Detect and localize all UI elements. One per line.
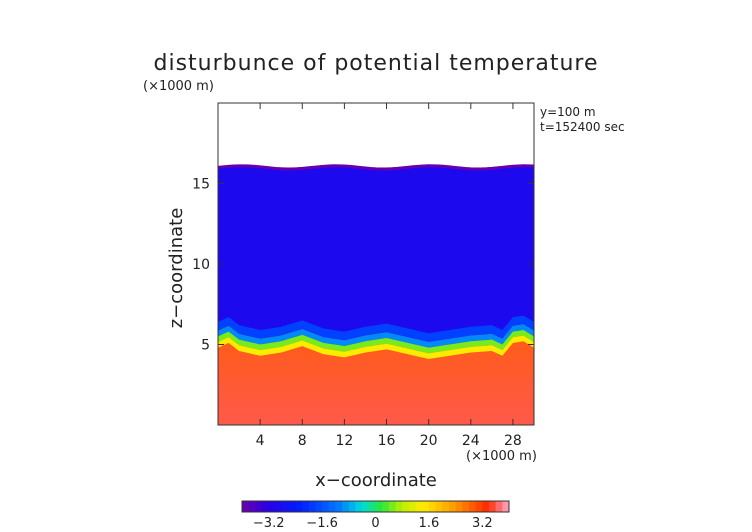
y-tick-label: 5 [201,338,210,354]
colorbar-swatch [482,501,490,512]
colorbar-swatch [435,501,443,512]
colorbar: −3.2 −1.6 0 1.6 3.2 [241,500,510,531]
colorbar-swatch [455,501,463,512]
colorbar-swatch [362,501,370,512]
colorbar-swatch [395,501,403,512]
colorbar-swatch [262,501,270,512]
colorbar-swatch [382,501,390,512]
cold-layer [218,165,534,339]
y-tick-label: 10 [192,257,210,273]
annotation-time: t=152400 sec [540,120,625,134]
colorbar-swatch [368,501,376,512]
colorbar-swatch [302,501,310,512]
colorbar-tick-label: −1.6 [306,516,338,531]
colorbar-tick-label: −3.2 [253,516,285,531]
colorbar-swatch [355,501,363,512]
colorbar-swatch [388,501,397,512]
colorbar-swatch [428,501,437,512]
y-axis-label: z−coordinate [166,208,187,329]
y-axis: 5 10 15 [192,177,534,354]
colorbar-swatch [342,501,350,512]
x-axis-label: x−coordinate [315,470,437,491]
colorbar-tick-label: 3.2 [472,516,493,531]
colorbar-swatch [322,501,330,512]
colorbar-swatch [448,501,457,512]
colorbar-swatch [295,501,303,512]
colorbar-swatch [495,501,503,512]
colorbar-swatch [275,501,283,512]
colorbar-swatch [328,501,336,512]
x-tick-label: 24 [462,433,480,449]
transition-layer-3 [218,330,534,354]
colorbar-swatch [502,501,510,512]
colorbar-swatch [475,501,483,512]
annotation-y: y=100 m [540,105,596,119]
colorbar-swatch [255,501,263,512]
y-axis-unit: (×1000 m) [143,79,214,94]
x-tick-label: 20 [420,433,438,449]
chart-title: disturbunce of potential temperature [154,51,599,76]
x-tick-label: 28 [504,433,522,449]
x-axis: 4 8 12 16 20 24 28 [256,103,522,449]
colorbar-swatch [248,501,256,512]
colorbar-swatch [402,501,410,512]
x-axis-unit: (×1000 m) [466,449,537,464]
colorbar-tick-label: 1.6 [419,516,440,531]
heatmap-field [218,164,534,425]
colorbar-swatch [335,501,343,512]
top-boundary-line [218,164,534,171]
transition-layer-2 [218,324,534,348]
x-tick-label: 12 [335,433,353,449]
colorbar-swatch [308,501,316,512]
transition-layer-4 [218,335,534,359]
x-tick-label: 4 [256,433,265,449]
colorbar-swatch [415,501,423,512]
y-tick-label: 15 [192,177,210,193]
colorbar-swatch [422,501,430,512]
x-tick-label: 16 [378,433,396,449]
colorbar-swatch [348,501,356,512]
colorbar-swatch [408,501,417,512]
colorbar-swatch [468,501,477,512]
colorbar-swatch [288,501,296,512]
colorbar-swatch [315,501,323,512]
colorbar-swatch [282,501,290,512]
colorbar-tick-label: 0 [371,516,379,531]
colorbar-swatch [442,501,450,512]
colorbar-swatch [268,501,276,512]
colorbar-swatch [242,501,250,512]
colorbar-swatch [462,501,470,512]
x-tick-label: 8 [298,433,307,449]
colorbar-frame [241,500,510,513]
transition-layer-1 [218,315,534,343]
colorbar-swatch [488,501,497,512]
colorbar-swatch [375,501,383,512]
